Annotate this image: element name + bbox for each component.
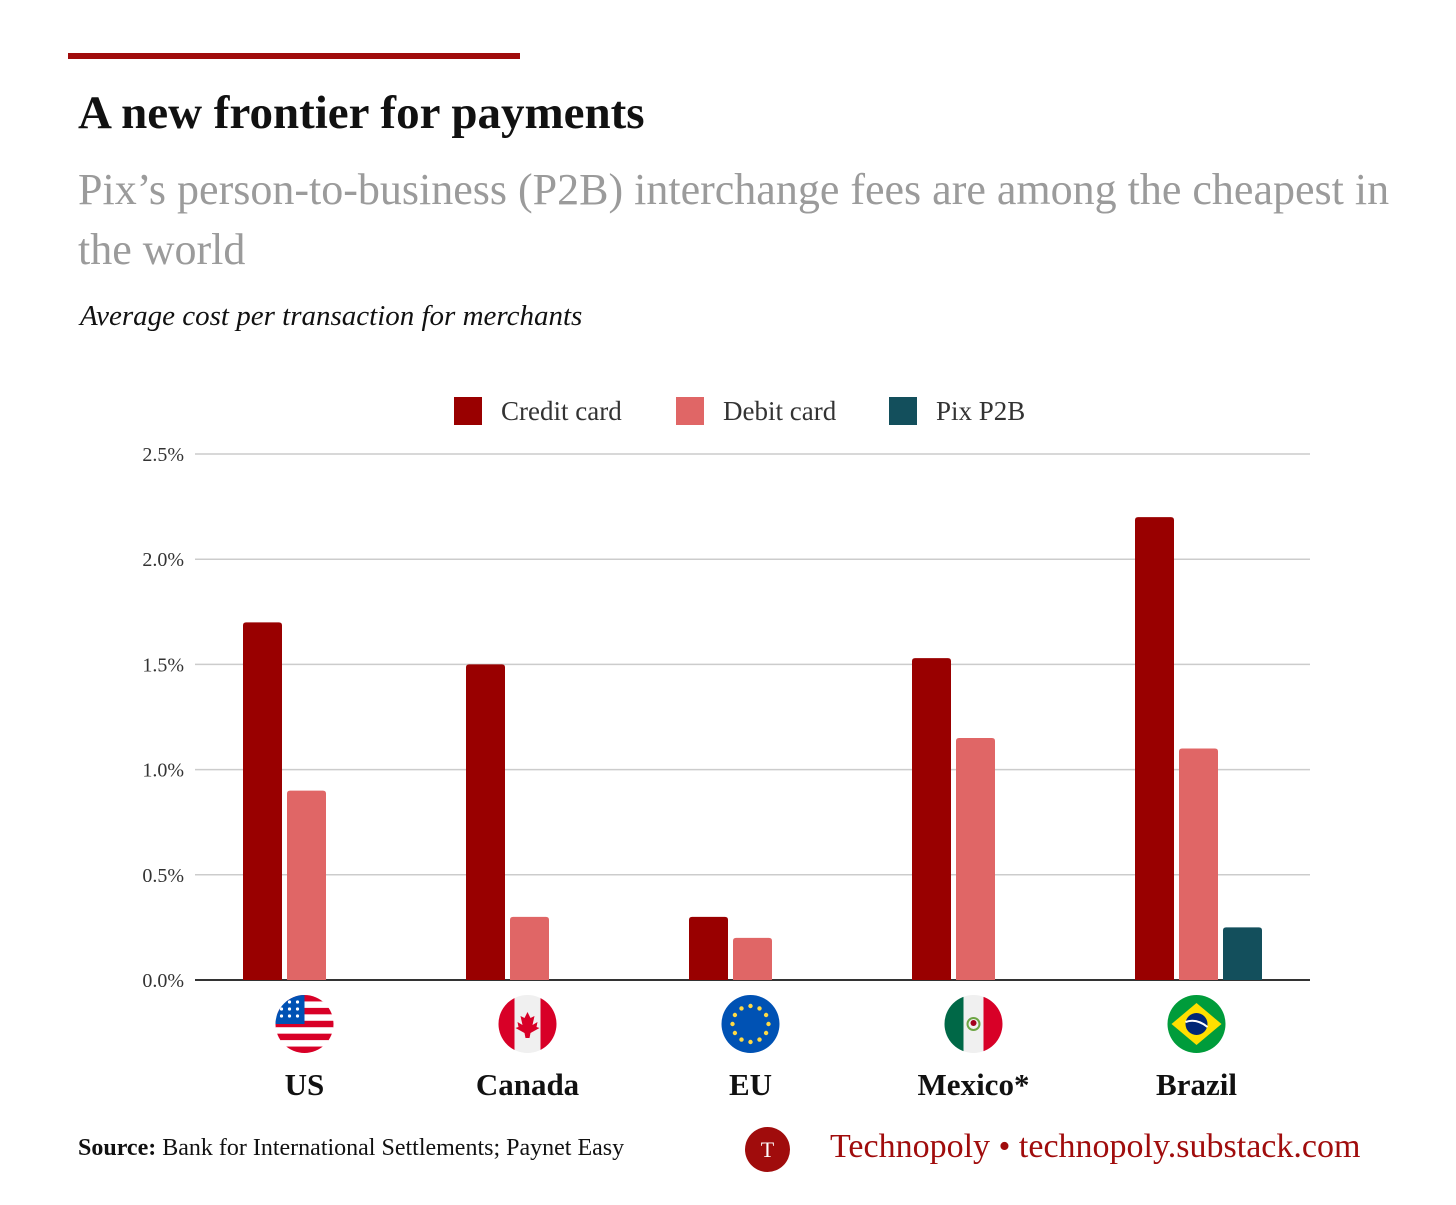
bar-canada-debit-card <box>510 916 549 980</box>
y-tick-label: 1.0% <box>142 760 184 782</box>
source-note: Source: Bank for International Settlemen… <box>78 1135 624 1162</box>
us-flag-icon <box>275 995 334 1053</box>
bar-us-debit-card <box>287 790 326 980</box>
x-category-label: Brazil <box>1156 1067 1237 1102</box>
legend: Credit card Debit card Pix P2B <box>454 396 1025 426</box>
brand-logo-icon: T <box>745 1127 790 1172</box>
x-category-label: Mexico* <box>918 1067 1030 1102</box>
bar-eu-debit-card <box>733 937 772 980</box>
bar-eu-credit-card <box>689 916 728 980</box>
eu-flag-icon <box>721 995 780 1053</box>
source-label: Source: <box>78 1135 157 1161</box>
legend-swatch <box>454 397 482 425</box>
bars <box>243 517 1262 980</box>
legend-item-pix-p2b: Pix P2B <box>889 396 1025 426</box>
mexico-flag-icon <box>944 995 1003 1053</box>
source-text: Bank for International Settlements; Payn… <box>162 1135 625 1161</box>
x-category-label: EU <box>729 1067 772 1102</box>
brazil-flag-icon <box>1167 995 1226 1053</box>
top-accent-rule <box>68 53 520 59</box>
legend-item-credit-card: Credit card <box>454 396 622 426</box>
bar-brazil-pix-p2b <box>1223 927 1262 980</box>
y-tick-label: 1.5% <box>142 654 184 676</box>
bar-us-credit-card <box>243 622 282 980</box>
y-axis: 0.0% 0.5% 1.0% 1.5% 2.0% 2.5% <box>142 444 184 992</box>
x-axis: US Canada EU Mexico* Brazil <box>275 995 1237 1102</box>
canada-flag-icon <box>498 995 557 1053</box>
legend-swatch <box>676 397 704 425</box>
bar-brazil-credit-card <box>1135 517 1174 980</box>
x-category-label: US <box>285 1067 325 1102</box>
bar-canada-credit-card <box>466 664 505 980</box>
legend-label: Pix P2B <box>936 396 1025 426</box>
brand-link[interactable]: Technopoly • technopoly.substack.com <box>830 1128 1361 1165</box>
chart-subtitle: Pix’s person-to-business (P2B) interchan… <box>78 165 1390 274</box>
legend-label: Debit card <box>723 396 837 426</box>
bar-mexico-debit-card <box>956 738 995 980</box>
legend-swatch <box>889 397 917 425</box>
chart-title: A new frontier for payments <box>78 87 645 139</box>
legend-label: Credit card <box>501 396 622 426</box>
bar-mexico-credit-card <box>912 658 951 980</box>
bar-brazil-debit-card <box>1179 748 1218 980</box>
y-tick-label: 2.0% <box>142 549 184 571</box>
y-tick-label: 2.5% <box>142 444 184 466</box>
y-tick-label: 0.0% <box>142 970 184 992</box>
x-category-label: Canada <box>476 1067 580 1102</box>
y-tick-label: 0.5% <box>142 865 184 887</box>
chart-caption: Average cost per transaction for merchan… <box>80 300 583 332</box>
legend-item-debit-card: Debit card <box>676 396 837 426</box>
